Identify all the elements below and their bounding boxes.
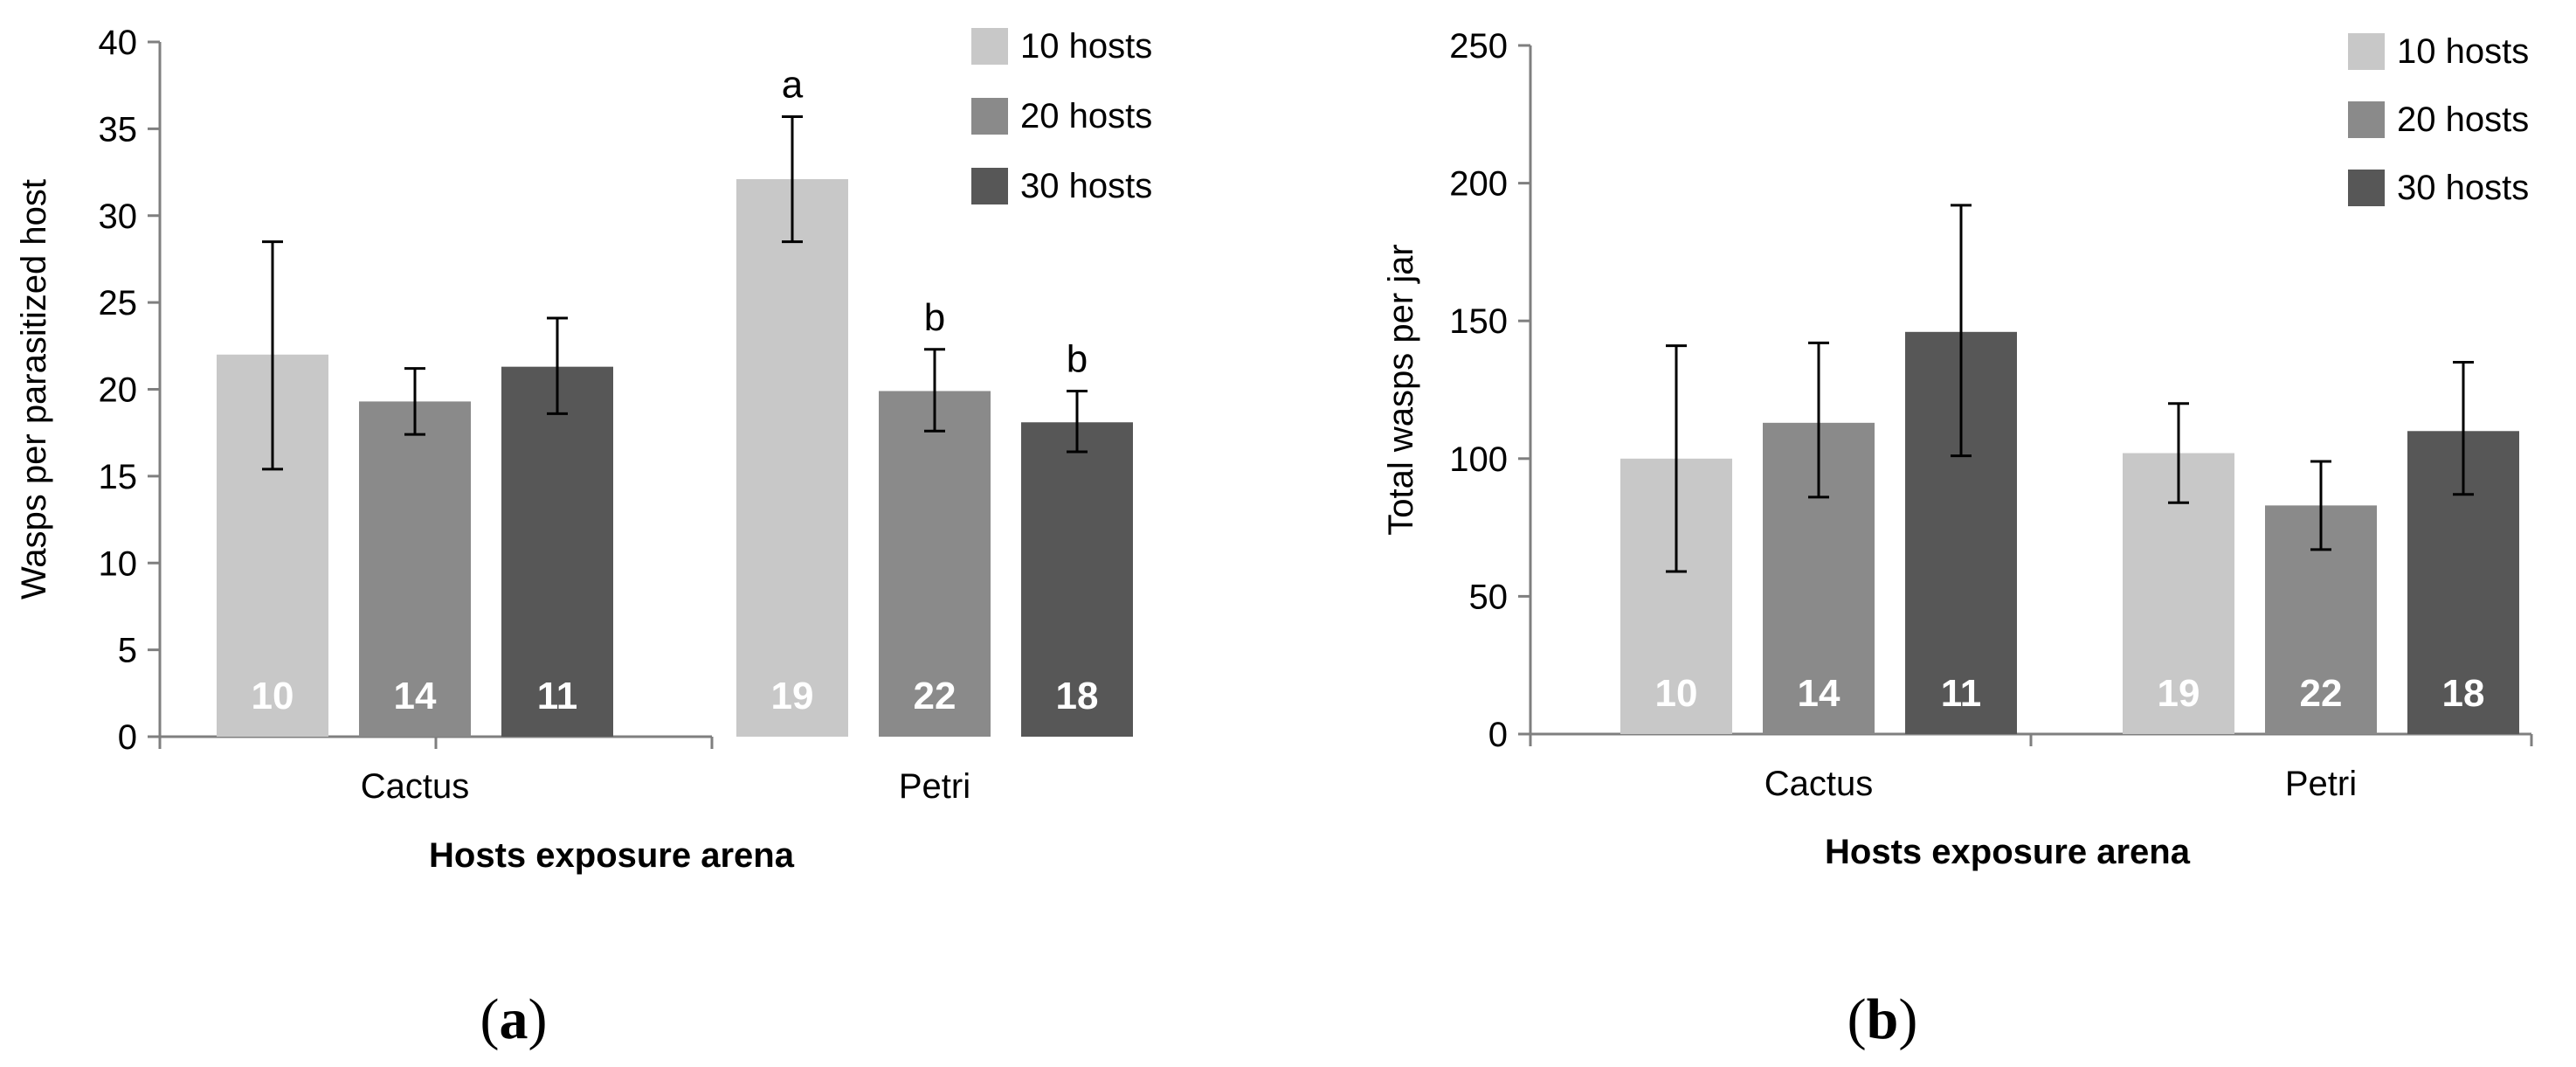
bar — [1021, 422, 1133, 737]
x-category-label: Petri — [2285, 765, 2357, 803]
sample-size-label: 18 — [1056, 675, 1099, 717]
y-tick-label: 10 — [99, 544, 138, 583]
sample-size-label: 19 — [771, 675, 814, 717]
y-tick-label: 150 — [1449, 302, 1508, 341]
legend-swatch — [971, 168, 1008, 204]
y-tick-label: 0 — [1488, 716, 1508, 754]
x-category-label: Cactus — [361, 767, 470, 806]
legend-swatch — [2348, 33, 2385, 70]
legend-label: 30 hosts — [2397, 169, 2529, 207]
bar — [736, 179, 848, 737]
panel-label: (b) — [1847, 987, 1918, 1051]
legend-swatch — [971, 28, 1008, 65]
x-category-label: Petri — [899, 767, 970, 806]
y-tick-label: 25 — [99, 284, 138, 322]
y-axis-title: Total wasps per jar — [1382, 244, 1420, 535]
legend-swatch — [971, 98, 1008, 135]
y-tick-label: 30 — [99, 197, 138, 236]
y-tick-label: 20 — [99, 371, 138, 410]
legend-label: 20 hosts — [2397, 100, 2529, 139]
y-axis-title: Wasps per parasitized host — [15, 179, 53, 599]
y-tick-label: 15 — [99, 458, 138, 496]
bar — [879, 391, 991, 737]
significance-label: a — [782, 63, 804, 106]
legend-label: 20 hosts — [1020, 97, 1152, 135]
sample-size-label: 11 — [537, 675, 578, 717]
sample-size-label: 22 — [2300, 672, 2343, 715]
sample-size-label: 10 — [1655, 672, 1698, 715]
sample-size-label: 18 — [2442, 672, 2485, 715]
x-category-label: Cactus — [1765, 765, 1874, 803]
y-tick-label: 50 — [1469, 578, 1509, 616]
y-tick-label: 40 — [99, 24, 138, 62]
y-tick-label: 35 — [99, 110, 138, 149]
legend: 10 hosts 20 hosts 30 hosts — [971, 27, 1152, 205]
legend-label: 30 hosts — [1020, 167, 1152, 205]
panel-label: (a) — [480, 987, 548, 1051]
sample-size-label: 14 — [1798, 672, 1840, 715]
y-tick-label: 5 — [118, 632, 137, 670]
legend-label: 10 hosts — [1020, 27, 1152, 66]
sample-size-label: 22 — [914, 675, 957, 717]
legend-swatch — [2348, 101, 2385, 138]
y-tick-label: 100 — [1449, 440, 1508, 479]
sample-size-label: 10 — [252, 675, 294, 717]
legend: 10 hosts 20 hosts 30 hosts — [2348, 32, 2529, 207]
bar — [501, 366, 613, 737]
legend-swatch — [2348, 170, 2385, 206]
y-tick-label: 200 — [1449, 165, 1508, 204]
x-axis-title: Hosts exposure arena — [429, 836, 795, 875]
panel-b: 0 50 100 150 200 250 Total wasps per jar 10 14 11… — [1382, 27, 2533, 1051]
y-tick-label: 0 — [118, 718, 137, 757]
legend-label: 10 hosts — [2397, 32, 2529, 71]
bar — [359, 401, 471, 737]
sample-size-label: 11 — [1941, 672, 1982, 715]
panel-a: 0 5 10 15 20 25 30 35 40 Wasps per parasitized ho… — [15, 24, 1152, 1051]
significance-label: b — [924, 296, 945, 339]
y-tick-label: 250 — [1449, 27, 1508, 66]
sample-size-label: 19 — [2158, 672, 2200, 715]
x-axis-title: Hosts exposure arena — [1825, 833, 2191, 871]
sample-size-label: 14 — [394, 675, 437, 717]
significance-label: b — [1067, 337, 1088, 380]
